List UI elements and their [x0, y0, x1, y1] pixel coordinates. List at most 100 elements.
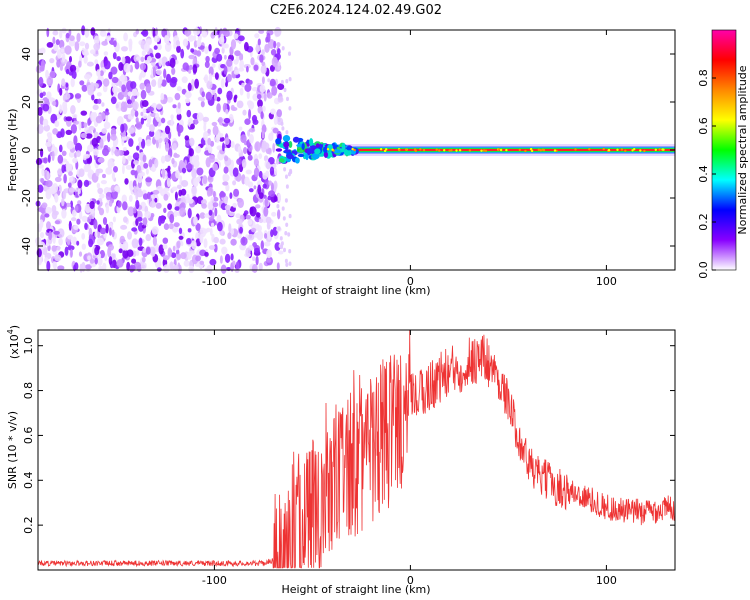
noise-blob [222, 174, 226, 182]
noise-blob [202, 228, 208, 234]
noise-blob [190, 123, 195, 130]
signal-speckle [499, 148, 503, 152]
noise-blob [192, 64, 198, 74]
noise-blob [90, 27, 96, 36]
noise-blob [162, 168, 165, 179]
noise-blob [51, 210, 58, 220]
noise-blob [72, 113, 78, 119]
noise-blob [129, 264, 136, 272]
noise-blob [260, 111, 264, 120]
noise-blob [258, 218, 264, 224]
signal-speckle [624, 149, 627, 152]
signal-onset-blob [297, 153, 305, 158]
noise-blob [163, 193, 169, 201]
noise-blob [94, 246, 100, 256]
noise-blob [285, 130, 289, 135]
noise-blob [155, 130, 161, 140]
signal-onset-blob [301, 143, 305, 150]
signal-speckle [654, 148, 657, 151]
noise-blob [118, 62, 124, 71]
noise-blob [137, 172, 143, 184]
noise-blob [79, 263, 83, 273]
noise-blob [262, 172, 268, 180]
signal-speckle [542, 148, 546, 152]
noise-blob [141, 29, 149, 37]
noise-blob [287, 172, 291, 177]
noise-blob [248, 101, 255, 110]
noise-blob [279, 96, 283, 101]
noise-blob [173, 210, 178, 218]
noise-blob [268, 132, 274, 142]
noise-blob [159, 75, 163, 85]
noise-blob [35, 157, 43, 166]
noise-blob [96, 69, 101, 77]
noise-blob [57, 228, 65, 239]
noise-blob [202, 116, 210, 122]
noise-blob [163, 68, 167, 79]
noise-blob [181, 88, 187, 95]
noise-blob [221, 43, 227, 49]
noise-blob [227, 232, 232, 240]
noise-blob [118, 80, 123, 88]
noise-blob [224, 253, 231, 263]
noise-blob [45, 69, 49, 79]
noise-blob [173, 153, 180, 158]
noise-blob [117, 200, 122, 208]
noise-blob [190, 48, 195, 53]
noise-blob [260, 64, 267, 74]
noise-blob [46, 91, 52, 99]
noise-blob [145, 177, 153, 183]
noise-blob [139, 82, 145, 90]
noise-blob [188, 54, 196, 60]
spectrogram-y-tick-label: -40 [20, 237, 33, 255]
noise-blob [135, 56, 142, 61]
noise-blob [95, 168, 100, 177]
snr-x-label: Height of straight line (km) [281, 583, 430, 596]
noise-blob [265, 258, 272, 263]
noise-blob [187, 82, 192, 92]
noise-blob [81, 215, 88, 222]
noise-blob [244, 41, 249, 52]
noise-blob [122, 241, 129, 251]
colorbar-tick-label: 0.2 [697, 213, 710, 231]
noise-blob [57, 265, 65, 271]
noise-blob [230, 104, 235, 111]
noise-blob [230, 253, 234, 261]
noise-blob [89, 200, 95, 210]
noise-blob [65, 68, 70, 75]
signal-speckle [414, 149, 417, 152]
noise-blob [132, 152, 140, 160]
noise-blob [72, 120, 80, 125]
noise-blob [188, 148, 194, 157]
noise-blob [97, 205, 101, 211]
noise-blob [81, 84, 88, 92]
signal-onset-blob [314, 148, 321, 155]
noise-blob [51, 150, 55, 162]
signal-speckle [468, 149, 472, 152]
noise-blob [199, 212, 206, 219]
noise-blob [122, 249, 129, 259]
signal-speckle [588, 148, 591, 151]
noise-blob [186, 109, 192, 118]
noise-blob [54, 99, 59, 108]
noise-blob [145, 139, 152, 147]
signal-speckle [448, 149, 451, 152]
noise-blob [97, 257, 103, 266]
noise-blob [69, 64, 77, 73]
noise-blob [124, 178, 129, 185]
noise-blob [87, 255, 91, 261]
noise-blob [222, 27, 228, 35]
noise-blob [203, 123, 207, 132]
noise-blob [234, 94, 238, 100]
noise-blob [71, 217, 77, 222]
noise-blob [205, 55, 210, 63]
snr-y-tick-label: 0.8 [22, 382, 35, 400]
noise-blob [42, 118, 49, 127]
noise-blob [74, 41, 80, 52]
noise-blob [52, 183, 59, 193]
noise-blob [216, 53, 223, 62]
noise-blob [238, 126, 243, 131]
noise-blob [221, 246, 228, 255]
noise-blob [187, 35, 195, 42]
noise-blob [208, 73, 212, 83]
